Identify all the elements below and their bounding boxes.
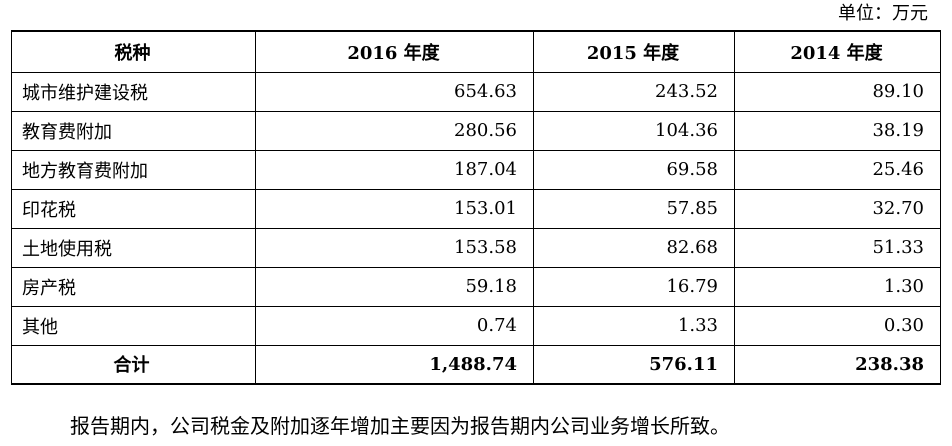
table-row: 其他 0.74 1.33 0.30	[11, 305, 941, 346]
cell-2016: 59.18	[255, 266, 534, 307]
table-header-row: 税种 2016 年度 2015 年度 2014 年度	[11, 30, 941, 73]
tax-table: 税种 2016 年度 2015 年度 2014 年度 城市维护建设税 654.6…	[11, 30, 941, 385]
total-2015: 576.11	[533, 344, 735, 385]
cell-2015: 104.36	[533, 110, 735, 151]
cell-2014: 51.33	[734, 227, 941, 268]
table-row: 土地使用税 153.58 82.68 51.33	[11, 227, 941, 268]
row-name: 房产税	[11, 266, 256, 307]
cell-2015: 69.58	[533, 149, 735, 190]
total-2016: 1,488.74	[255, 344, 534, 385]
table-row: 教育费附加 280.56 104.36 38.19	[11, 110, 941, 151]
cell-2014: 38.19	[734, 110, 941, 151]
table-row: 印花税 153.01 57.85 32.70	[11, 188, 941, 229]
cell-2016: 280.56	[255, 110, 534, 151]
cell-2015: 243.52	[533, 71, 735, 112]
cell-2016: 187.04	[255, 149, 534, 190]
header-2015: 2015 年度	[533, 30, 735, 73]
table-row: 房产税 59.18 16.79 1.30	[11, 266, 941, 307]
unit-label: 单位：万元	[838, 3, 928, 24]
header-tax-type: 税种	[11, 30, 256, 73]
cell-2016: 0.74	[255, 305, 534, 346]
row-name: 土地使用税	[11, 227, 256, 268]
row-name: 地方教育费附加	[11, 149, 256, 190]
cell-2014: 25.46	[734, 149, 941, 190]
header-2014: 2014 年度	[734, 30, 941, 73]
total-2014: 238.38	[734, 344, 941, 385]
row-name: 其他	[11, 305, 256, 346]
cell-2014: 1.30	[734, 266, 941, 307]
row-name: 印花税	[11, 188, 256, 229]
row-name: 教育费附加	[11, 110, 256, 151]
cell-2016: 153.01	[255, 188, 534, 229]
table-row: 城市维护建设税 654.63 243.52 89.10	[11, 71, 941, 112]
header-2016: 2016 年度	[255, 30, 534, 73]
cell-2015: 82.68	[533, 227, 735, 268]
total-row: 合计 1,488.74 576.11 238.38	[11, 344, 941, 385]
cell-2015: 16.79	[533, 266, 735, 307]
total-label: 合计	[11, 344, 256, 385]
cell-2016: 153.58	[255, 227, 534, 268]
row-name: 城市维护建设税	[11, 71, 256, 112]
cell-2014: 32.70	[734, 188, 941, 229]
cell-2015: 1.33	[533, 305, 735, 346]
cell-2016: 654.63	[255, 71, 534, 112]
cell-2014: 89.10	[734, 71, 941, 112]
note-paragraph: 报告期内，公司税金及附加逐年增加主要因为报告期内公司业务增长所致。	[70, 414, 730, 438]
table-row: 地方教育费附加 187.04 69.58 25.46	[11, 149, 941, 190]
cell-2014: 0.30	[734, 305, 941, 346]
cell-2015: 57.85	[533, 188, 735, 229]
